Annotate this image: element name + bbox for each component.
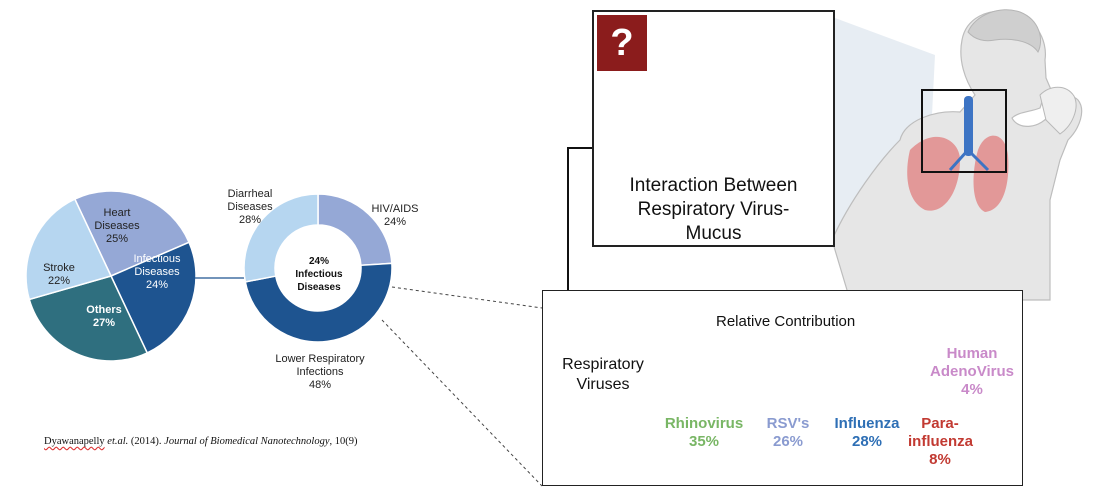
pie-label-stroke: Stroke 22% [43, 262, 75, 287]
trachea [964, 96, 973, 156]
donut-slice-1 [244, 262, 393, 343]
bar-label-influenza: Influenza 28% [834, 415, 900, 450]
pie-label-heart-diseases: Heart Diseases 25% [94, 207, 140, 245]
right-lung [973, 135, 1009, 212]
respiratory-virus-panel [542, 290, 1023, 486]
pie-slice-2 [28, 275, 149, 362]
question-mark-icon: ? [597, 15, 647, 71]
left-lung [907, 136, 960, 211]
bar-label-rhinovirus: Rhinovirus 35% [664, 415, 744, 450]
pie-slice-0 [73, 190, 191, 277]
human-figure-illustration [831, 9, 1083, 301]
donut-label-lower-respiratory: Lower Respiratory Infections 48% [275, 353, 365, 391]
zoom-line-top [391, 286, 543, 309]
lung-focus-box [921, 89, 1007, 173]
pie-label-others: Others 27% [86, 304, 122, 329]
donut-label-hiv-aids: HIV/AIDS 24% [371, 203, 419, 228]
bar-chart-title: Relative Contribution [716, 313, 856, 330]
donut-slice-2 [243, 193, 319, 283]
donut-chart [243, 193, 393, 343]
donut-label-diarrheal: Diarrheal Diseases 28% [227, 188, 273, 226]
bar-axis-label: Respiratory Viruses [562, 356, 644, 393]
bar-label-rsv: RSV's 26% [766, 415, 810, 450]
bar-label-human-adenovirus: Human AdenoVirus 4% [930, 345, 1014, 398]
mucus-panel-title: Interaction Between Respiratory Virus- Muc… [629, 175, 798, 244]
donut-center-label: 24% Infectious Diseases [295, 256, 343, 293]
pie-chart [25, 190, 197, 362]
citation: Dyawanapelly et.al. (2014). Journal of B… [44, 436, 358, 447]
pie-slice-3 [25, 198, 113, 301]
mucus-interaction-panel: ? Interaction Between Respiratory Virus- M… [592, 10, 835, 247]
zoom-projection [835, 18, 935, 240]
pie-slice-1 [109, 241, 197, 354]
bar-label-parainfluenza: Para-influenza 8% [908, 415, 974, 468]
pie-label-infectious-diseases: Infectious Diseases 24% [133, 253, 181, 291]
zoom-line-bottom [381, 319, 543, 487]
